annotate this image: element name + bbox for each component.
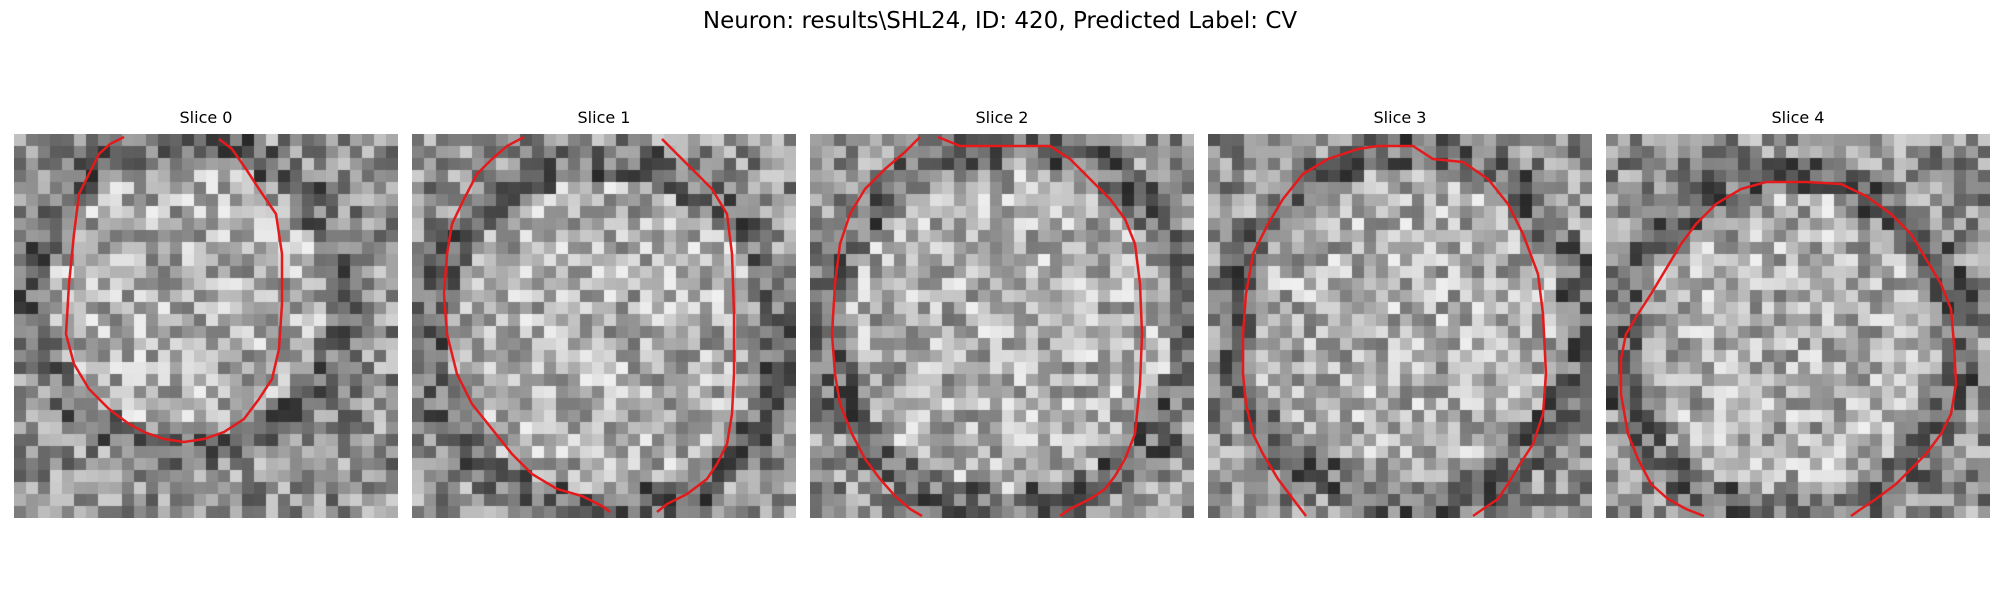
slice-image-3 [1208,134,1592,518]
slice-title-2: Slice 2 [975,108,1029,127]
cell-contour-0 [64,135,284,444]
cell-contour-3 [1241,144,1548,518]
cell-contour-1 [442,135,736,513]
cell-contour-4 [1619,180,1958,518]
cell-contour-2 [830,135,1144,518]
figure-title: Neuron: results\SHL24, ID: 420, Predicte… [702,8,1298,34]
slice-title-4: Slice 4 [1771,108,1825,127]
slice-image-1 [412,134,796,518]
slice-title-3: Slice 3 [1373,108,1427,127]
slice-title-0: Slice 0 [179,108,233,127]
slice-title-1: Slice 1 [577,108,631,127]
slice-image-2 [810,134,1194,518]
